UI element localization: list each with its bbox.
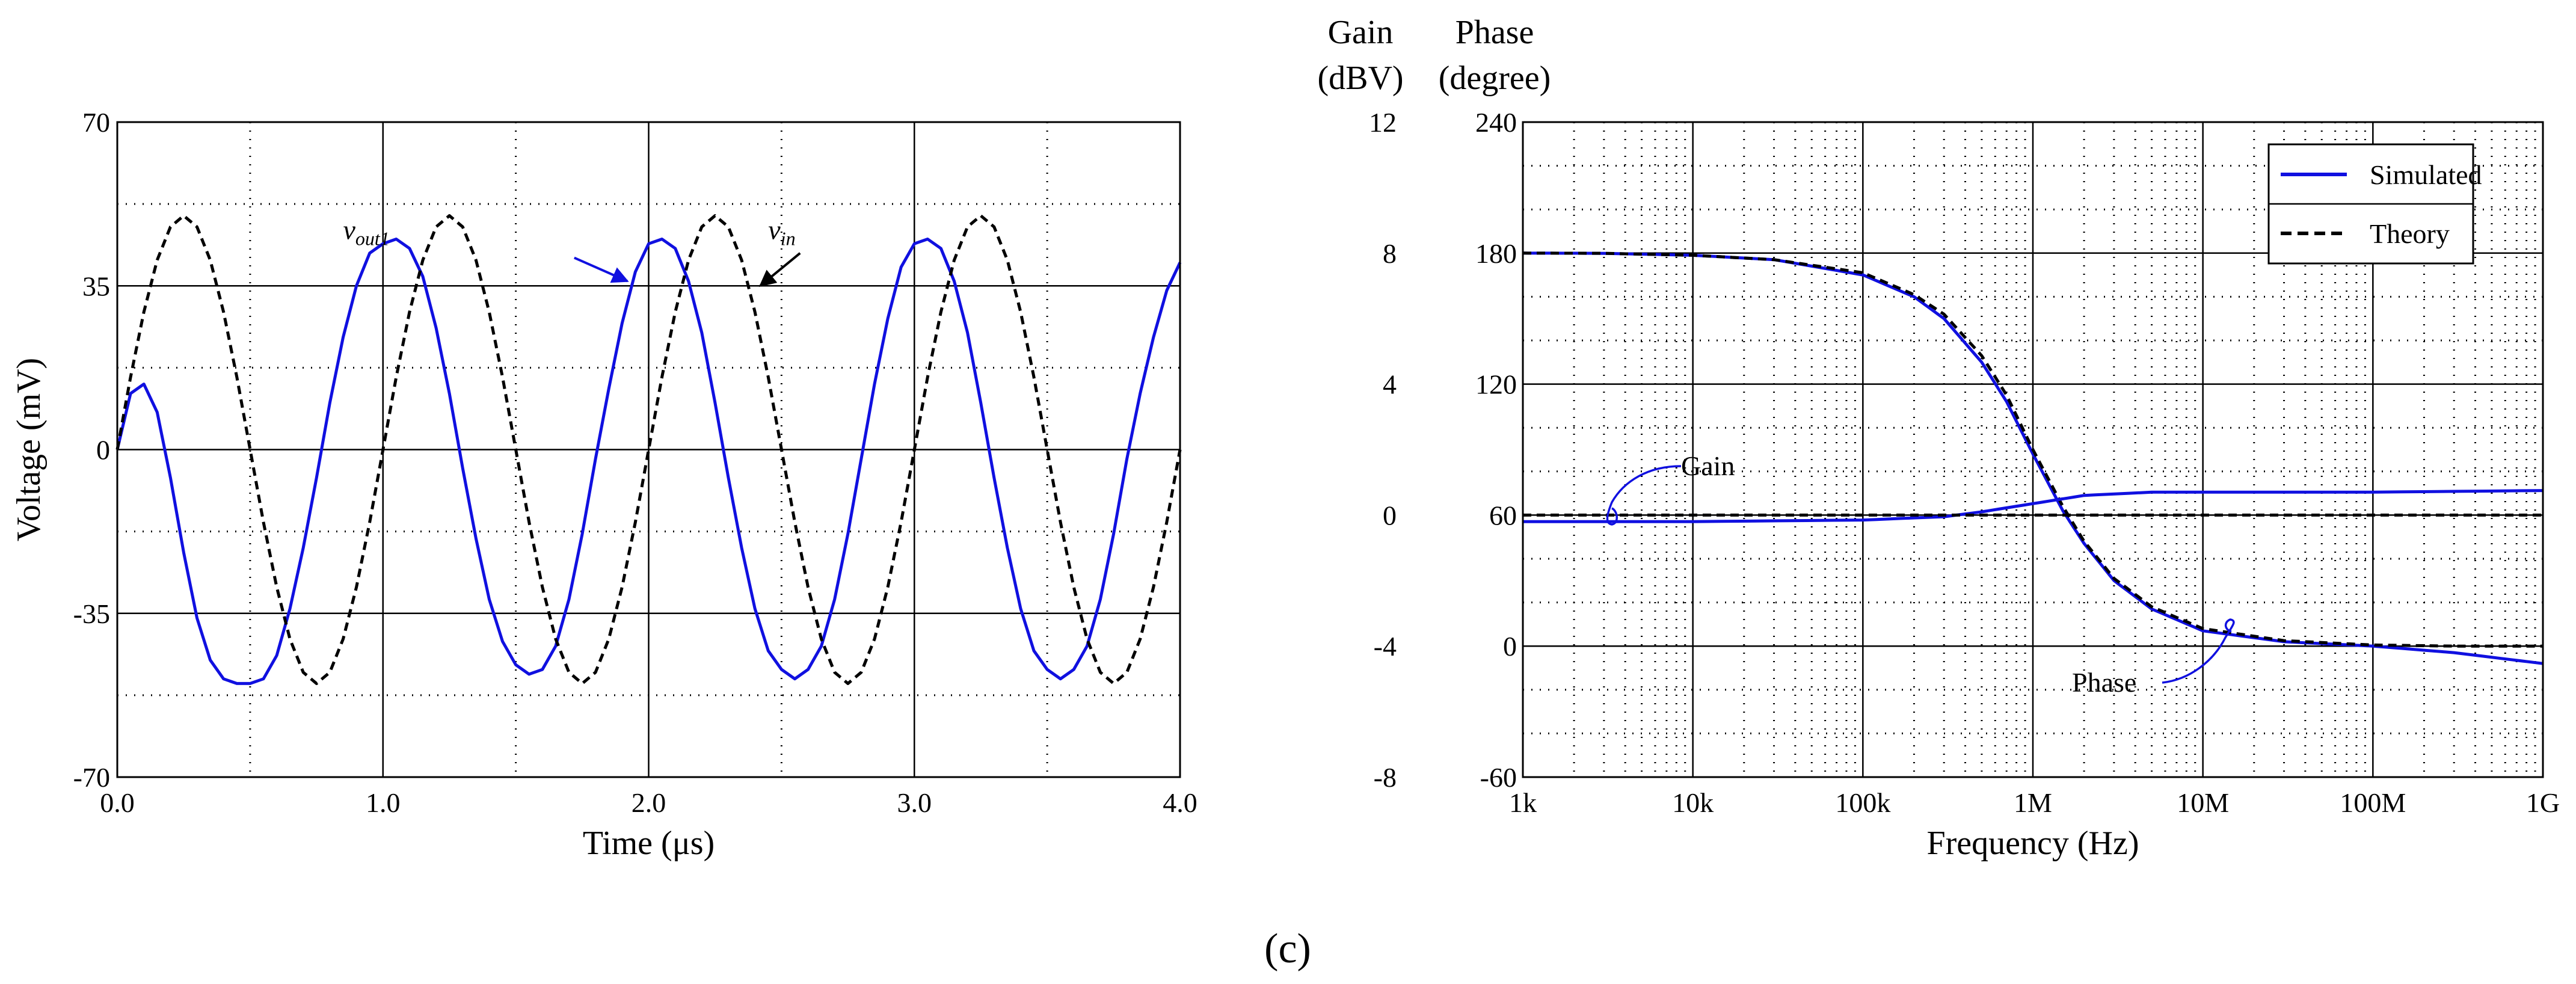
phase-annotation: Phase	[2072, 667, 2136, 698]
vin-label-sub: in	[781, 227, 796, 249]
gain-annotation: Gain	[1681, 450, 1735, 481]
series-phase-theory	[1522, 251, 2543, 648]
time-x-tick: 4.0	[1163, 787, 1197, 818]
figure-caption: (c)	[1264, 926, 1311, 972]
vin-series-label: vin	[768, 214, 795, 249]
time-y-tick: -70	[73, 762, 110, 793]
freq-x-tick: 10k	[1672, 787, 1714, 818]
gain-axis-head: Gain	[1328, 14, 1394, 51]
phase-tick: -60	[1480, 762, 1517, 793]
time-x-tick: 1.0	[366, 787, 401, 818]
gain-tick: 8	[1383, 238, 1397, 269]
legend-entry-theory: Theory	[2370, 218, 2450, 249]
vout1-label-sub: out1	[355, 227, 390, 249]
gain-tick-labels: 12 8 4 0 -4 -8	[1369, 107, 1397, 793]
freq-annotations: Gain Phase	[1606, 450, 2235, 698]
phase-axis-head: Phase	[1456, 14, 1534, 51]
time-y-tick: 0	[96, 435, 110, 466]
freq-chart-legend: Simulated Theory	[2267, 143, 2482, 265]
time-chart-series	[115, 214, 1182, 685]
vin-arrow	[758, 252, 801, 288]
series-line-vout1	[115, 238, 1182, 685]
freq-chart-series	[1522, 251, 2544, 665]
phase-axis-unit: (degree)	[1439, 60, 1551, 97]
legend-entry-simulated: Simulated	[2370, 159, 2482, 190]
vin-label-main: v	[768, 214, 781, 245]
phase-tick-labels: 240 180 120 60 0 -60	[1475, 107, 1517, 793]
time-x-tick: 0.0	[100, 787, 135, 818]
phase-tick: 120	[1475, 369, 1517, 400]
gain-tick: -4	[1374, 631, 1397, 662]
gain-leader-line	[1606, 465, 1682, 526]
time-chart-frame	[116, 121, 1181, 778]
freq-x-tick: 1M	[2014, 787, 2052, 818]
freq-x-tick: 1k	[1509, 787, 1537, 818]
time-y-tick: 35	[82, 271, 110, 301]
freq-x-tick-labels: 1k 10k 100k 1M 10M 100M 1G	[1509, 787, 2560, 818]
time-domain-chart: 0.0 1.0 2.0 3.0 4.0 70 35 0 -35 -70 Time (μs) Vo…	[10, 107, 1197, 862]
frequency-domain-chart: 1k 10k 100k 1M 10M 100M 1G 12 8 4 0 -4 -8 240 180 120…	[1317, 14, 2560, 862]
gain-tick: 4	[1383, 369, 1397, 400]
time-x-tick-labels: 0.0 1.0 2.0 3.0 4.0	[100, 787, 1197, 818]
freq-x-tick: 10M	[2177, 787, 2229, 818]
time-series-annotations: vout1 vin	[343, 214, 801, 288]
phase-tick: 240	[1475, 107, 1517, 138]
phase-leader-line	[2162, 618, 2235, 684]
freq-x-axis-label: Frequency (Hz)	[1927, 825, 2139, 862]
gain-tick: 0	[1383, 500, 1397, 530]
phase-tick: 60	[1489, 500, 1517, 530]
phase-tick: 180	[1475, 238, 1517, 269]
series-line-vin	[115, 214, 1182, 685]
time-x-tick: 2.0	[632, 787, 666, 818]
gain-tick: 12	[1369, 107, 1397, 138]
gain-axis-unit: (dBV)	[1317, 60, 1403, 97]
series-gain-simulated	[1523, 489, 2544, 523]
time-chart-grid	[117, 122, 1180, 777]
time-x-axis-label: Time (μs)	[583, 825, 715, 862]
freq-x-tick: 100M	[2340, 787, 2406, 818]
time-y-tick: 70	[82, 107, 110, 138]
phase-tick: 0	[1503, 631, 1517, 662]
freq-chart-frame	[1522, 121, 2544, 778]
time-y-tick: -35	[73, 598, 110, 629]
freq-x-tick: 1G	[2526, 787, 2560, 818]
vout1-series-label: vout1	[343, 214, 389, 249]
gain-tick: -8	[1374, 762, 1397, 793]
time-x-tick: 3.0	[897, 787, 932, 818]
time-y-axis-label: Voltage (mV)	[10, 358, 48, 541]
freq-x-tick: 100k	[1835, 787, 1890, 818]
vout1-arrow	[574, 256, 629, 283]
time-y-tick-labels: 70 35 0 -35 -70	[73, 107, 110, 793]
vout1-label-main: v	[343, 214, 355, 245]
